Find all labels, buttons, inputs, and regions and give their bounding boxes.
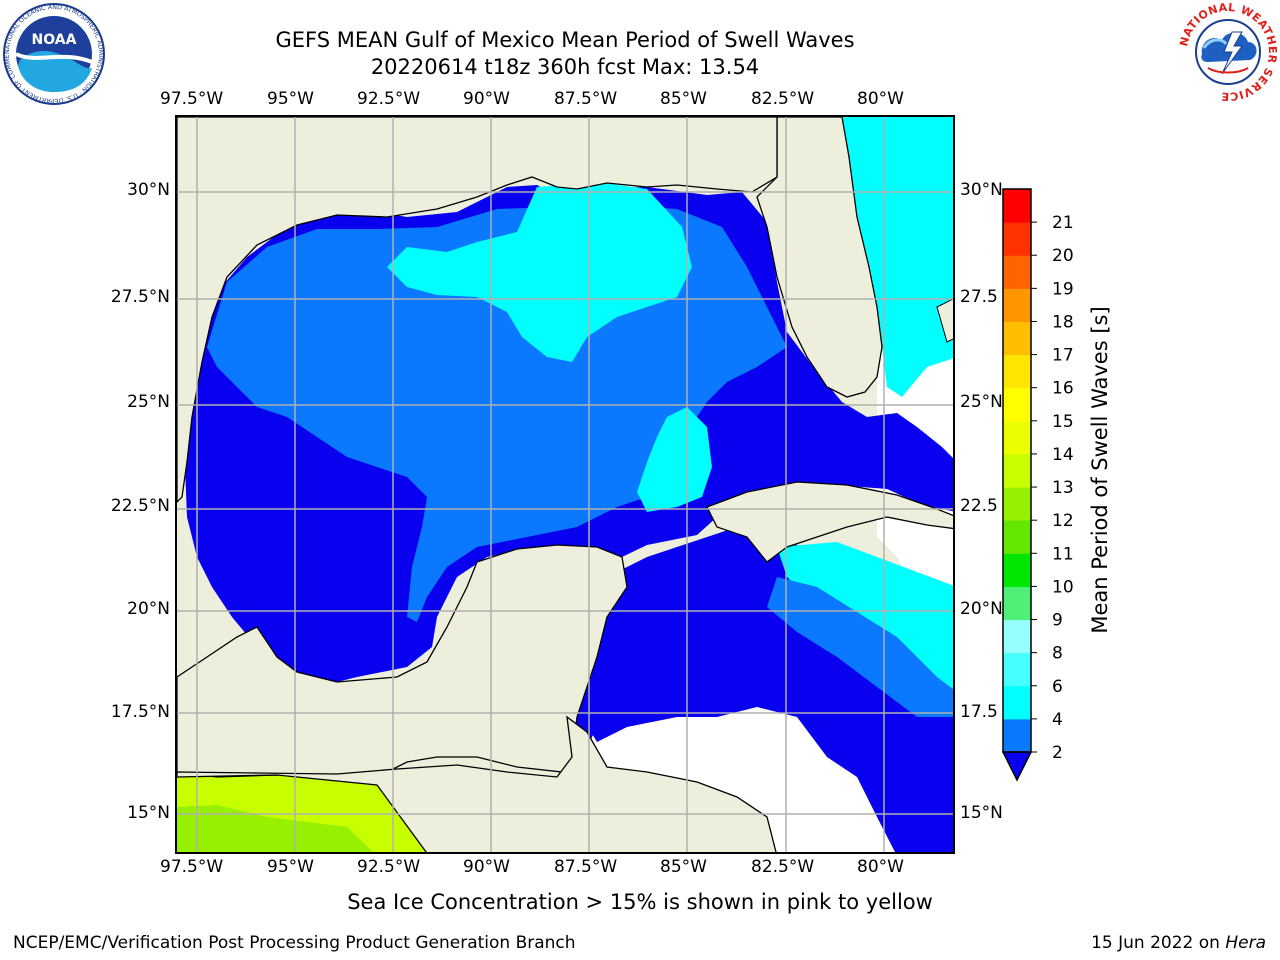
colorbar-tick-label: 10 (1052, 577, 1074, 597)
colorbar-swatch (1003, 685, 1031, 720)
colorbar-swatch (1003, 453, 1031, 488)
lon-label-bottom: 97.5°W (160, 857, 224, 877)
lon-label-top: 82.5°W (751, 89, 815, 109)
colorbar-tick-label: 4 (1052, 710, 1063, 730)
colorbar-swatch (1003, 354, 1031, 389)
colorbar-tick-label: 21 (1052, 213, 1074, 233)
colorbar-tick-label: 9 (1052, 611, 1063, 631)
lat-label-right: 27.5 (960, 287, 998, 307)
lon-label-bottom: 82.5°W (751, 857, 815, 877)
colorbar-swatch (1003, 652, 1031, 687)
lat-label-left: 30°N (127, 180, 170, 200)
lon-label-bottom: 95°W (267, 857, 314, 877)
lat-label-right: 22.5 (960, 496, 998, 516)
lat-label-left: 27.5°N (110, 287, 170, 307)
lon-label-top: 85°W (660, 89, 707, 109)
atlantic-period-6-8 (842, 117, 953, 397)
gulf-period-4-6 (207, 205, 787, 622)
gulf-period-6-8-north (387, 182, 692, 362)
colorbar-swatch (1003, 387, 1031, 422)
pacific-period-13-14 (177, 805, 373, 852)
sea-ice-note: Sea Ice Concentration > 15% is shown in … (347, 890, 933, 914)
colorbar-swatch (1003, 288, 1031, 322)
colorbar-under-extension (1002, 751, 1033, 782)
run-date-text: 15 Jun 2022 on (1091, 933, 1226, 953)
credit-text: NCEP/EMC/Verification Post Processing Pr… (13, 933, 576, 953)
lon-label-top: 95°W (267, 89, 314, 109)
chart-subtitle: 20220614 t18z 360h fcst Max: 13.54 (370, 55, 760, 79)
colorbar-tick-label: 16 (1052, 379, 1074, 399)
colorbar-tick-label: 12 (1052, 511, 1074, 531)
colorbar-title: Mean Period of Swell Waves [s] (1088, 306, 1112, 634)
lat-label-right: 30°N (960, 180, 1003, 200)
noaa-logo-text: NOAA (32, 32, 77, 48)
lon-label-bottom: 92.5°W (357, 857, 421, 877)
lat-label-left: 17.5°N (110, 702, 170, 722)
colorbar-outline (1002, 188, 1032, 753)
chart-title: GEFS MEAN Gulf of Mexico Mean Period of … (275, 28, 855, 52)
colorbar-tick-label: 8 (1052, 644, 1063, 664)
colorbar-tick-label: 14 (1052, 445, 1074, 465)
lat-label-left: 25°N (127, 392, 170, 412)
run-date: 15 Jun 2022 on Hera (1091, 933, 1266, 953)
run-host: Hera (1225, 933, 1266, 953)
colorbar-ticks: 2 4 6 8 9 10 11 12 13 14 15 16 17 18 19 20 21 (1031, 213, 1074, 763)
colorbar-swatch (1003, 718, 1031, 753)
lat-label-right: 20°N (960, 599, 1003, 619)
lat-label-left: 20°N (127, 599, 170, 619)
colorbar-tick-label: 11 (1052, 544, 1074, 564)
lat-label-right: 25°N (960, 392, 1003, 412)
lon-label-top: 90°W (463, 89, 510, 109)
colorbar-swatch (1003, 553, 1031, 587)
colorbar-swatch (1003, 321, 1031, 356)
colorbar-swatch (1003, 586, 1031, 621)
us-gulf-coast-land (177, 117, 778, 503)
colorbar-tick-label: 13 (1052, 478, 1074, 498)
map-panel (175, 115, 955, 854)
colorbar-swatch (1003, 420, 1031, 455)
lon-label-top: 87.5°W (554, 89, 618, 109)
noaa-logo: NATIONAL OCEANIC AND ATMOSPHERIC ADMINIS… (2, 2, 105, 105)
colorbar-tick-label: 15 (1052, 412, 1074, 432)
lat-label-right: 15°N (960, 803, 1003, 823)
colorbar-tick-label: 6 (1052, 677, 1063, 697)
colorbar-swatch (1003, 619, 1031, 654)
colorbar-tick-label: 19 (1052, 279, 1074, 299)
lat-label-left: 15°N (127, 803, 170, 823)
colorbar-tick-label: 17 (1052, 346, 1074, 366)
gulf-period-6-8-east (637, 407, 712, 512)
lon-label-bottom: 80°W (857, 857, 904, 877)
lon-label-top: 80°W (857, 89, 904, 109)
colorbar-swatch (1003, 189, 1031, 223)
lon-label-top: 92.5°W (357, 89, 421, 109)
colorbar-swatch (1003, 255, 1031, 289)
lon-label-bottom: 90°W (463, 857, 510, 877)
graticule (177, 117, 953, 852)
lon-label-top: 97.5°W (160, 89, 224, 109)
lat-label-right: 17.5 (960, 702, 998, 722)
lon-label-bottom: 85°W (660, 857, 707, 877)
colorbar-swatch (1003, 487, 1031, 521)
cuba-land (706, 481, 953, 563)
colorbar-tick-label: 18 (1052, 312, 1074, 332)
colorbar-swatch (1003, 222, 1031, 256)
lat-label-left: 22.5°N (110, 496, 170, 516)
bahamas-land (936, 298, 953, 343)
colorbar-tick-label: 2 (1052, 743, 1063, 763)
colorbar-tick-label: 20 (1052, 246, 1074, 266)
colorbar-swatches (1003, 189, 1031, 753)
nws-logo: NATIONAL WEATHER SERVICE (1178, 2, 1278, 102)
colorbar: 2 4 6 8 9 10 11 12 13 14 15 16 17 18 19 20 21 (1002, 188, 1074, 782)
map-svg (177, 117, 953, 852)
central-america-land (177, 715, 777, 852)
caribbean-period-4-6 (767, 577, 953, 717)
colorbar-swatch (1003, 520, 1031, 554)
lon-label-bottom: 87.5°W (554, 857, 618, 877)
florida-land (756, 117, 883, 398)
